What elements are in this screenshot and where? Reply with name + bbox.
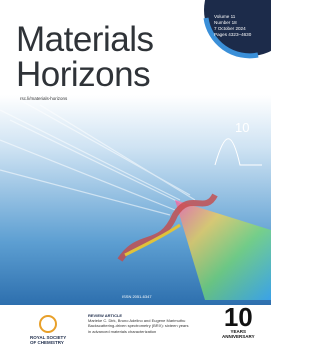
anniversary-number: 10 bbox=[222, 304, 255, 330]
pages: Pages 4323–4630 bbox=[214, 33, 251, 38]
review-line: in advanced materials characterization bbox=[88, 329, 188, 334]
volume: Volume 11 bbox=[214, 15, 235, 20]
rsc-logo bbox=[40, 316, 56, 332]
issn: ISSN 2051-6347 bbox=[122, 294, 152, 299]
anniversary-label: ANNIVERSARY bbox=[222, 335, 255, 340]
number: Number 18 bbox=[214, 21, 237, 26]
title-line: Horizons bbox=[16, 57, 150, 92]
review-line: Backscattering-driven spectrometry (BRX)… bbox=[88, 323, 188, 328]
publisher: ROYAL SOCIETY OF CHEMISTRY bbox=[30, 336, 66, 346]
url: rsc.li/materials-horizons bbox=[20, 96, 67, 101]
anniversary-logo: 10 YEARS ANNIVERSARY bbox=[222, 304, 255, 339]
title-line: Materials bbox=[16, 22, 153, 57]
date: 7 October 2024 bbox=[214, 27, 246, 32]
cover-badge: 10 bbox=[235, 120, 249, 135]
publisher-line: OF CHEMISTRY bbox=[30, 341, 66, 346]
review-article: REVIEW ARTICLE Marieke C. Dirk, Bruno Ad… bbox=[88, 313, 188, 334]
cover-page: Volume 11 Number 18 7 October 2024 Pages… bbox=[0, 0, 271, 354]
